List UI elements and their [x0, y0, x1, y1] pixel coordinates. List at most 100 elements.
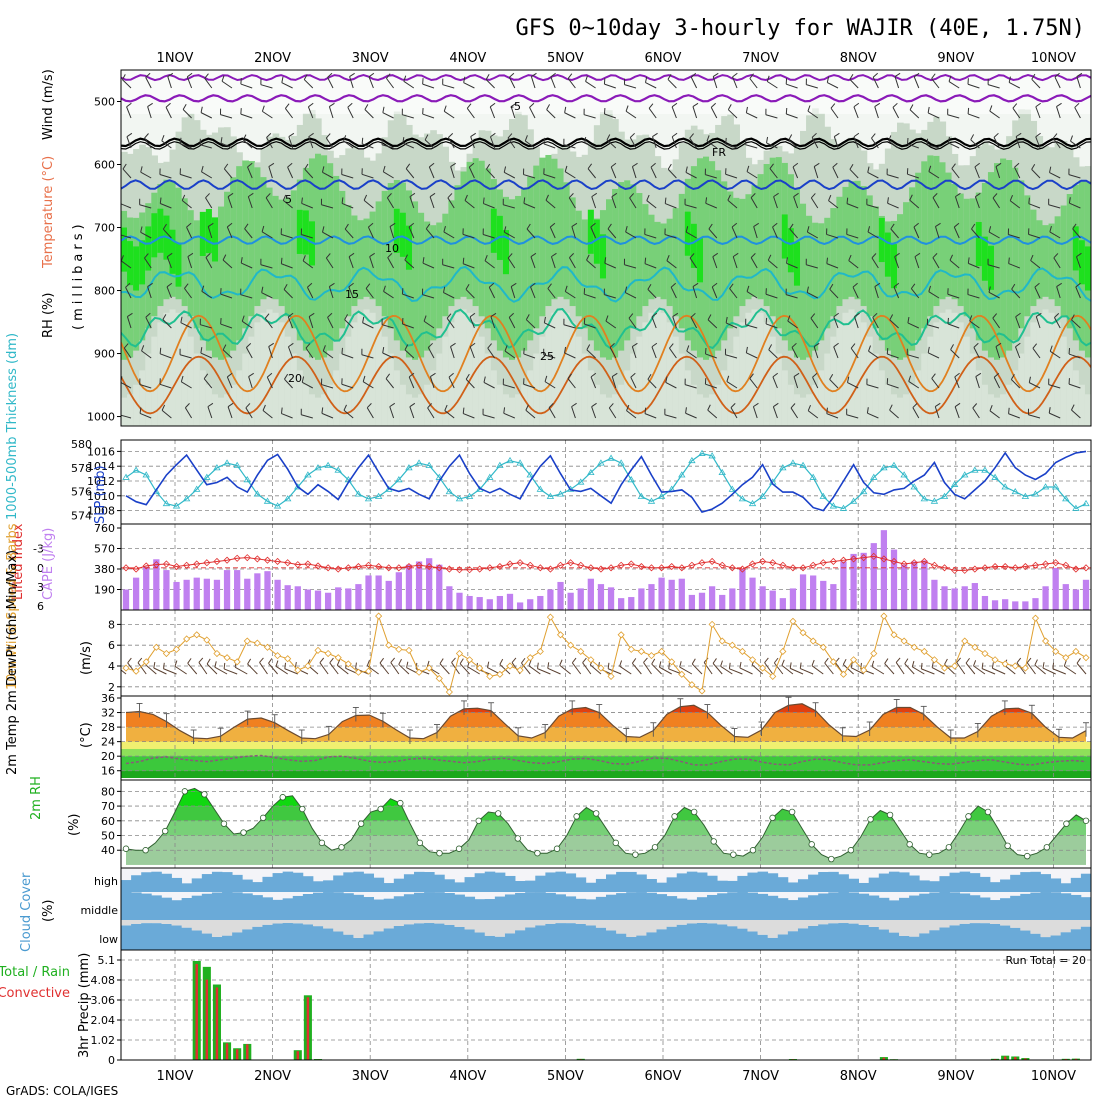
wind-barb [121, 669, 127, 675]
rh2m-point [553, 845, 561, 852]
cloud-bar [585, 899, 597, 920]
rh-fill [260, 312, 268, 426]
wind-barb [569, 253, 575, 258]
wind-barb [349, 76, 354, 89]
wind-barb [262, 110, 273, 119]
wind-barb [590, 376, 597, 389]
wind-barb [240, 83, 253, 89]
wind-barb [329, 662, 339, 675]
wind-barb [746, 171, 758, 179]
wind-barb [773, 192, 779, 198]
wind-barb [987, 264, 1000, 269]
wind-barb [165, 107, 172, 119]
cape-bar [870, 543, 877, 610]
wind-barb [1048, 204, 1061, 209]
wind10-point [536, 647, 544, 656]
cloud-bar [939, 892, 950, 920]
cloud-bar [171, 900, 183, 920]
wind-barb [1049, 172, 1061, 179]
wind-barb [244, 223, 249, 230]
wind-barb [126, 102, 132, 108]
lifted-index-point [738, 565, 746, 573]
cape-bar [830, 584, 837, 610]
rh-fill [266, 309, 274, 426]
wind-barb [1070, 140, 1081, 149]
wind-barb [625, 292, 637, 299]
wind-barb [223, 168, 233, 179]
wind-barb [153, 667, 167, 675]
wind-barb [322, 345, 326, 352]
cloud-clear [656, 920, 668, 930]
wind-barb [932, 253, 938, 259]
wind-barb [443, 286, 446, 293]
isotherm-label: 15 [345, 288, 359, 301]
rh-fill [308, 394, 316, 426]
rh-fill [315, 153, 322, 360]
wind-barb [564, 352, 576, 359]
wind-barb [765, 317, 768, 324]
wind-barb [1010, 374, 1015, 380]
wind-barb [1053, 253, 1059, 259]
rh-fill [884, 232, 892, 277]
wind-barb [807, 105, 811, 112]
wind-barb [853, 102, 860, 108]
wind-barb [524, 135, 528, 142]
wind-barb [781, 659, 785, 666]
wind-barb [200, 347, 203, 354]
cloud-bar [292, 895, 304, 920]
wind-barb [386, 197, 395, 209]
wind-barb [283, 289, 293, 299]
cloud-bar [676, 924, 688, 950]
wind-barb [584, 142, 596, 149]
cloud-bar [252, 895, 263, 920]
cloud-bar [211, 871, 223, 892]
cloud-bar [535, 925, 546, 950]
wind-barb [530, 282, 536, 288]
cloud-bar [1010, 927, 1021, 950]
cape-bar [163, 570, 170, 610]
wind-barb [308, 102, 314, 108]
wind-barb [666, 254, 670, 261]
cloud-bar [393, 926, 405, 950]
bottom-date-axis: 1NOV 2NOV 3NOV 4NOV 5NOV 6NOV 7NOV 8NOV 9NOV 10NO… [157, 1069, 1077, 1084]
tick-label: 3 [37, 581, 44, 594]
wind-barb [484, 260, 495, 269]
wind-barb [402, 114, 414, 119]
wind-barb [643, 662, 652, 675]
wind-barb [447, 137, 455, 149]
wind-barb [428, 166, 435, 179]
lifted-index-point [284, 559, 292, 567]
wind-barb [245, 347, 253, 359]
rh-fill [793, 394, 801, 426]
wind-barb [563, 144, 576, 149]
wind-barb [408, 226, 415, 239]
wind-barb [712, 663, 723, 675]
rh-fill [254, 167, 262, 307]
wind-barb [605, 320, 617, 329]
lifted-index-point [415, 561, 423, 569]
wind-barb [147, 282, 153, 287]
wind-barb [122, 168, 132, 179]
wind-barb [590, 222, 596, 228]
rh-fill [393, 179, 401, 341]
lifted-index-point [839, 556, 848, 564]
precip-conv-bar [246, 1044, 249, 1060]
cloud-bar [616, 893, 627, 920]
wind-barb [893, 282, 900, 288]
rh-fill [660, 223, 668, 300]
wind-barb [720, 665, 733, 675]
rh-fill [975, 221, 983, 267]
wind-barb [852, 282, 858, 288]
date-label-bottom: 9NOV [937, 1069, 974, 1084]
cloud-bar [343, 893, 354, 920]
rh-fill [296, 179, 304, 341]
wind-barb [970, 134, 975, 140]
thickness-point [172, 502, 181, 509]
wind-barb [912, 407, 920, 419]
rh-fill [454, 312, 462, 426]
wind-barb [749, 373, 754, 379]
rh-fill [781, 214, 789, 259]
wind-barb [115, 660, 117, 666]
wind-barb [629, 197, 637, 209]
thickness-point [425, 461, 433, 468]
